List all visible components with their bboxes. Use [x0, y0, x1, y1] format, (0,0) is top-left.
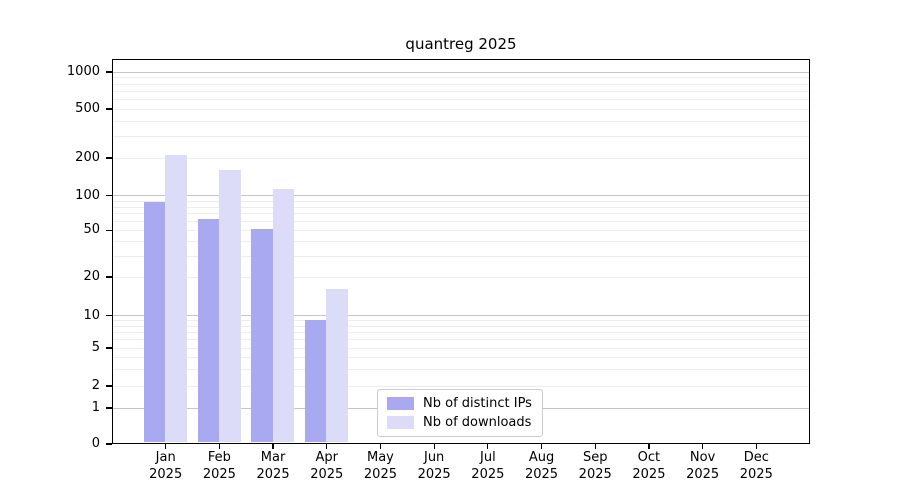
minor-gridline — [113, 325, 809, 327]
minor-gridline — [113, 230, 809, 232]
chart-title: quantreg 2025 — [405, 35, 517, 53]
y-tick-mark — [106, 385, 112, 387]
bar-downloads — [326, 289, 348, 443]
minor-gridline — [113, 385, 809, 387]
y-tick-mark — [106, 407, 112, 409]
distinct-ips-swatch — [387, 397, 414, 410]
x-tick-label: Feb 2025 — [202, 450, 236, 482]
plot-area — [112, 59, 810, 444]
minor-gridline — [113, 90, 809, 92]
y-tick-label: 0 — [91, 436, 100, 451]
x-tick-mark — [272, 444, 274, 449]
x-tick-mark — [165, 444, 167, 449]
y-tick-mark — [106, 157, 112, 159]
bar-downloads — [165, 155, 187, 443]
y-tick-label: 2 — [91, 377, 100, 393]
y-tick-mark — [106, 347, 112, 349]
y-tick-label: 500 — [75, 101, 100, 117]
y-tick-mark — [106, 71, 112, 73]
legend-entry-downloads: Nb of downloads — [387, 415, 532, 430]
y-tick-label: 100 — [75, 187, 100, 203]
y-tick-mark — [106, 315, 112, 317]
y-tick-mark — [106, 229, 112, 231]
x-tick-label: Sep 2025 — [578, 450, 612, 482]
bar-downloads — [219, 169, 241, 443]
legend: Nb of distinct IPs Nb of downloads — [377, 389, 543, 437]
bar-distinct-ips — [197, 219, 220, 443]
minor-gridline — [113, 120, 809, 122]
minor-gridline — [113, 368, 809, 370]
y-tick-mark — [106, 443, 112, 445]
x-tick-label: May 2025 — [363, 450, 397, 482]
minor-gridline — [113, 357, 809, 359]
bar-distinct-ips — [143, 202, 166, 443]
major-gridline — [113, 195, 809, 197]
x-tick-mark — [487, 444, 489, 449]
x-tick-label: Apr 2025 — [310, 450, 344, 482]
legend-label-distinct-ips: Nb of distinct IPs — [423, 396, 532, 411]
y-tick-label: 200 — [75, 149, 100, 165]
legend-entry-distinct-ips: Nb of distinct IPs — [387, 396, 532, 411]
minor-gridline — [113, 99, 809, 101]
minor-gridline — [113, 339, 809, 341]
x-tick-mark — [218, 444, 221, 449]
x-tick-label: Dec 2025 — [739, 450, 773, 482]
bar-downloads — [272, 189, 295, 443]
minor-gridline — [113, 276, 809, 278]
x-tick-mark — [379, 444, 382, 449]
x-tick-mark — [755, 444, 757, 449]
y-tick-label: 1 — [91, 400, 100, 415]
minor-gridline — [113, 108, 809, 110]
y-tick-label: 10 — [83, 307, 100, 323]
major-gridline — [113, 315, 809, 317]
minor-gridline — [113, 255, 809, 257]
minor-gridline — [113, 157, 809, 159]
x-tick-label: Jan 2025 — [149, 450, 183, 482]
x-tick-label: Oct 2025 — [632, 450, 666, 482]
minor-gridline — [113, 200, 809, 202]
x-tick-mark — [648, 444, 650, 449]
x-tick-mark — [540, 444, 543, 449]
minor-gridline — [113, 320, 809, 322]
minor-gridline — [113, 347, 809, 349]
x-tick-mark — [326, 444, 328, 449]
x-tick-label: Jul 2025 — [471, 450, 505, 482]
x-tick-mark — [433, 444, 435, 449]
minor-gridline — [113, 220, 809, 222]
y-tick-mark — [106, 276, 112, 278]
minor-gridline — [113, 241, 809, 243]
x-tick-label: Jun 2025 — [417, 450, 451, 482]
y-tick-label: 1000 — [66, 64, 100, 80]
minor-gridline — [113, 136, 809, 137]
minor-gridline — [113, 206, 809, 208]
y-tick-mark — [106, 195, 112, 197]
y-tick-label: 50 — [83, 222, 100, 238]
x-tick-label: Aug 2025 — [524, 450, 559, 482]
minor-gridline — [113, 213, 809, 215]
y-tick-label: 5 — [91, 340, 100, 356]
y-tick-label: 20 — [83, 268, 100, 284]
x-tick-mark — [594, 444, 596, 449]
minor-gridline — [113, 83, 809, 85]
x-tick-label: Nov 2025 — [686, 450, 720, 482]
x-tick-mark — [701, 444, 704, 449]
x-tick-label: Mar 2025 — [256, 450, 290, 482]
bar-distinct-ips — [304, 320, 327, 443]
major-gridline — [113, 71, 809, 73]
downloads-swatch — [387, 416, 414, 429]
y-tick-mark — [106, 108, 112, 110]
minor-gridline — [113, 77, 809, 79]
legend-label-downloads: Nb of downloads — [423, 415, 532, 430]
minor-gridline — [113, 332, 809, 334]
bar-distinct-ips — [251, 229, 273, 443]
